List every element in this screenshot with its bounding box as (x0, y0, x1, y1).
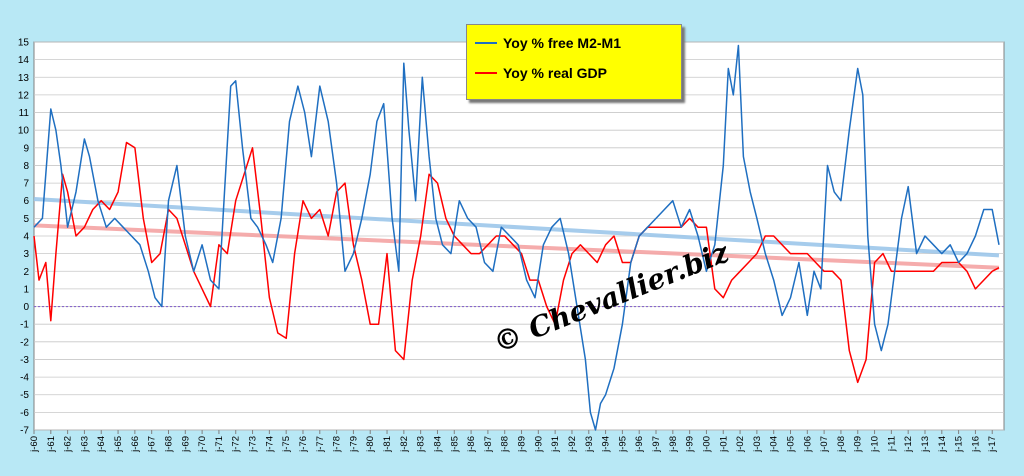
series-line-0 (33, 44, 1000, 431)
y-tick-label-20: 13 (18, 73, 30, 84)
y-tick-label-0: -7 (20, 426, 29, 437)
x-tick-label-16: j-76 (298, 436, 309, 453)
x-tick-label-30: j-90 (533, 436, 544, 453)
x-tick-label-48: j-08 (836, 436, 847, 453)
x-tick-label-35: j-95 (617, 436, 628, 453)
y-tick-label-15: 8 (23, 161, 29, 172)
y-tick-label-13: 6 (23, 196, 29, 207)
x-tick-label-43: j-03 (752, 436, 763, 453)
x-tick-label-57: j-17 (987, 436, 998, 453)
x-tick-label-55: j-15 (954, 436, 965, 453)
x-tick-label-7: j-67 (147, 436, 158, 453)
y-tick-label-3: -4 (20, 373, 29, 384)
y-tick-label-12: 5 (23, 214, 29, 225)
legend-item-gdp: Yoy % real GDP (475, 63, 607, 83)
x-tick-label-47: j-07 (819, 436, 830, 453)
x-tick-label-53: j-13 (920, 436, 931, 453)
series-line-1 (33, 141, 1000, 384)
legend-label-gdp: Yoy % real GDP (503, 65, 608, 81)
y-tick-label-4: -3 (20, 355, 29, 366)
x-tick-label-18: j-78 (332, 436, 343, 453)
x-tick-label-52: j-12 (903, 436, 914, 453)
x-tick-label-8: j-68 (163, 436, 174, 453)
x-tick-label-38: j-98 (668, 436, 679, 453)
x-tick-label-2: j-62 (63, 436, 74, 453)
x-tick-label-31: j-91 (550, 436, 561, 453)
x-tick-label-6: j-66 (130, 436, 141, 453)
x-tick-label-46: j-06 (802, 436, 813, 453)
legend: Yoy % free M2-M1 Yoy % real GDP (466, 24, 682, 100)
y-tick-label-8: 1 (23, 284, 29, 295)
x-tick-label-36: j-96 (634, 436, 645, 453)
x-tick-label-56: j-16 (970, 436, 981, 453)
y-tick-label-2: -5 (20, 390, 29, 401)
x-tick-label-11: j-71 (214, 436, 225, 453)
y-tick-label-11: 4 (23, 232, 29, 243)
x-tick-label-33: j-93 (584, 436, 595, 453)
x-tick-label-26: j-86 (466, 436, 477, 453)
y-tick-label-21: 14 (18, 55, 30, 66)
x-tick-label-32: j-92 (567, 436, 578, 453)
x-tick-label-37: j-97 (651, 436, 662, 453)
y-tick-label-17: 10 (18, 126, 30, 137)
y-tick-label-14: 7 (23, 179, 29, 190)
x-tick-label-40: j-00 (701, 436, 712, 453)
y-tick-label-18: 11 (19, 108, 30, 119)
x-tick-label-15: j-75 (281, 436, 292, 453)
y-tick-label-1: -6 (20, 408, 29, 419)
x-tick-label-1: j-61 (46, 436, 57, 453)
x-tick-label-39: j-99 (685, 436, 696, 453)
x-tick-label-45: j-05 (785, 436, 796, 453)
y-tick-label-9: 2 (23, 267, 29, 278)
x-tick-label-25: j-85 (449, 436, 460, 453)
x-tick-label-13: j-73 (248, 436, 259, 453)
y-tick-label-6: -1 (20, 320, 29, 331)
x-tick-label-3: j-63 (79, 436, 90, 453)
y-tick-label-22: 15 (18, 38, 30, 49)
legend-item-m2-m1: Yoy % free M2-M1 (475, 33, 621, 53)
trendline-0 (33, 196, 1000, 258)
x-tick-label-34: j-94 (601, 436, 612, 453)
x-tick-label-10: j-70 (197, 436, 208, 453)
x-tick-label-28: j-88 (500, 436, 511, 453)
x-tick-label-9: j-69 (180, 436, 191, 453)
x-tick-label-4: j-64 (96, 436, 107, 453)
x-tick-label-44: j-04 (769, 436, 780, 453)
x-tick-label-27: j-87 (483, 436, 494, 453)
y-tick-label-16: 9 (23, 143, 29, 154)
x-tick-label-17: j-77 (315, 436, 326, 453)
legend-swatch-gdp (475, 72, 497, 74)
x-tick-label-24: j-84 (432, 436, 443, 453)
x-tick-label-21: j-81 (382, 436, 393, 453)
x-tick-label-22: j-82 (399, 436, 410, 453)
y-tick-label-7: 0 (23, 302, 29, 313)
x-tick-label-41: j-01 (718, 436, 729, 453)
x-tick-label-23: j-83 (416, 436, 427, 453)
legend-swatch-m2-m1 (475, 42, 497, 44)
trendline-1 (33, 223, 1000, 270)
y-tick-label-5: -2 (20, 337, 29, 348)
x-tick-label-5: j-65 (113, 436, 124, 453)
x-tick-label-20: j-80 (365, 436, 376, 453)
x-tick-label-51: j-11 (886, 436, 897, 452)
x-tick-label-0: j-60 (29, 436, 40, 453)
x-tick-label-14: j-74 (264, 436, 275, 453)
legend-label-m2-m1: Yoy % free M2-M1 (503, 35, 621, 51)
y-tick-label-19: 12 (18, 90, 30, 101)
x-tick-label-42: j-02 (735, 436, 746, 453)
x-tick-label-54: j-14 (937, 436, 948, 453)
x-tick-label-12: j-72 (231, 436, 242, 453)
x-tick-label-49: j-09 (853, 436, 864, 453)
x-tick-label-19: j-79 (348, 436, 359, 453)
y-tick-label-10: 3 (23, 249, 29, 260)
x-tick-label-29: j-89 (517, 436, 528, 453)
x-tick-label-50: j-10 (870, 436, 881, 453)
